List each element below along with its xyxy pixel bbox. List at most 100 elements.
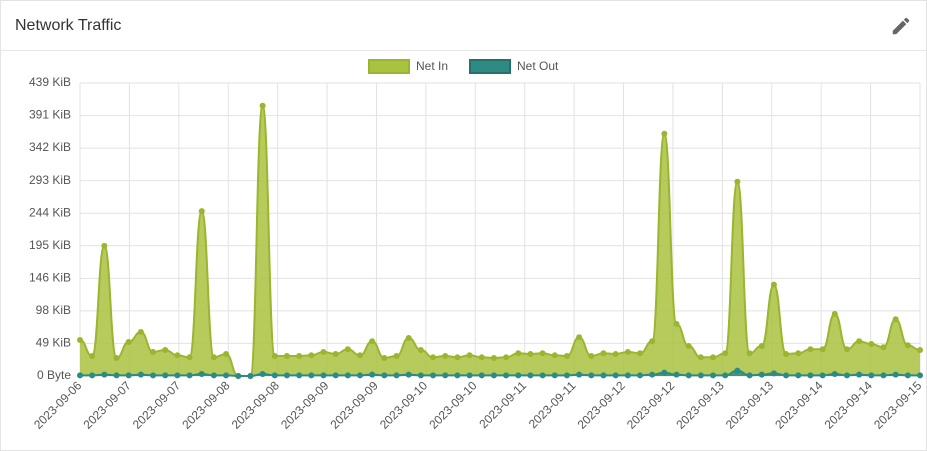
x-tick-label: 2023-09-13 [723,378,777,432]
point [296,372,303,379]
point [783,350,790,357]
x-tick-label: 2023-09-09 [278,378,332,432]
point [661,369,668,376]
point [162,372,169,379]
point [856,338,863,345]
point [758,371,765,378]
x-tick-label: 2023-09-10 [377,378,431,432]
point [369,371,376,378]
point [563,372,570,379]
point [259,370,266,377]
point [308,352,315,359]
point [478,372,485,379]
point [478,354,485,361]
point [904,372,911,379]
edit-icon[interactable] [890,15,912,37]
point [880,372,887,379]
point [612,350,619,357]
point [673,371,680,378]
point [174,372,181,379]
point [101,371,108,378]
point [795,372,802,379]
point [673,320,680,327]
point [466,372,473,379]
point [868,372,875,379]
point [320,372,327,379]
point [831,310,838,317]
point [539,372,546,379]
point [515,350,522,357]
point [210,372,217,379]
point [600,350,607,357]
legend-swatch [368,59,410,74]
point [807,372,814,379]
x-tick-label: 2023-09-06 [31,378,85,432]
point [393,352,400,359]
point [174,352,181,359]
y-tick-label: 98 KiB [36,303,71,317]
point [649,371,656,378]
point [685,372,692,379]
point [332,350,339,357]
point [576,371,583,378]
point [710,372,717,379]
point [856,371,863,378]
point [198,370,205,377]
point [551,352,558,359]
point [807,346,814,353]
x-tick-label: 2023-09-08 [229,378,283,432]
point [819,372,826,379]
point [697,354,704,361]
point [746,350,753,357]
point [101,242,108,249]
point [649,338,656,345]
point [320,348,327,355]
point [271,372,278,379]
point [819,346,826,353]
point [515,372,522,379]
point [77,336,83,343]
x-tick-label: 2023-09-10 [426,378,480,432]
x-tick-label: 2023-09-12 [624,378,678,432]
point [490,372,497,379]
point [417,372,424,379]
point [381,354,388,361]
point [357,352,363,359]
point [734,178,741,185]
point [308,372,315,379]
point [405,334,412,341]
point [551,372,558,379]
widget-header: Network Traffic [1,1,926,51]
y-tick-label: 244 KiB [29,205,71,219]
point [637,350,643,357]
point [831,370,838,377]
point [624,372,631,379]
point [369,338,376,345]
point [150,372,157,379]
x-tick-label: 2023-09-08 [179,378,233,432]
point [405,371,412,378]
point [344,372,351,379]
point [89,372,96,379]
point [454,354,461,361]
widget-title: Network Traffic [15,16,122,34]
point [503,372,510,379]
point [734,367,741,374]
x-tick-label: 2023-09-12 [575,378,629,432]
point [357,372,363,379]
point [612,372,619,379]
y-tick-label: 391 KiB [29,108,71,122]
point [746,372,753,379]
point [783,372,790,379]
point [539,350,546,357]
area [80,105,920,377]
point [393,372,400,379]
y-tick-label: 293 KiB [29,173,71,187]
point [442,352,449,359]
point [259,102,266,109]
x-tick-label: 2023-09-15 [871,378,925,432]
point [442,372,449,379]
y-tick-label: 146 KiB [29,271,71,285]
y-tick-label: 439 KiB [29,75,71,89]
